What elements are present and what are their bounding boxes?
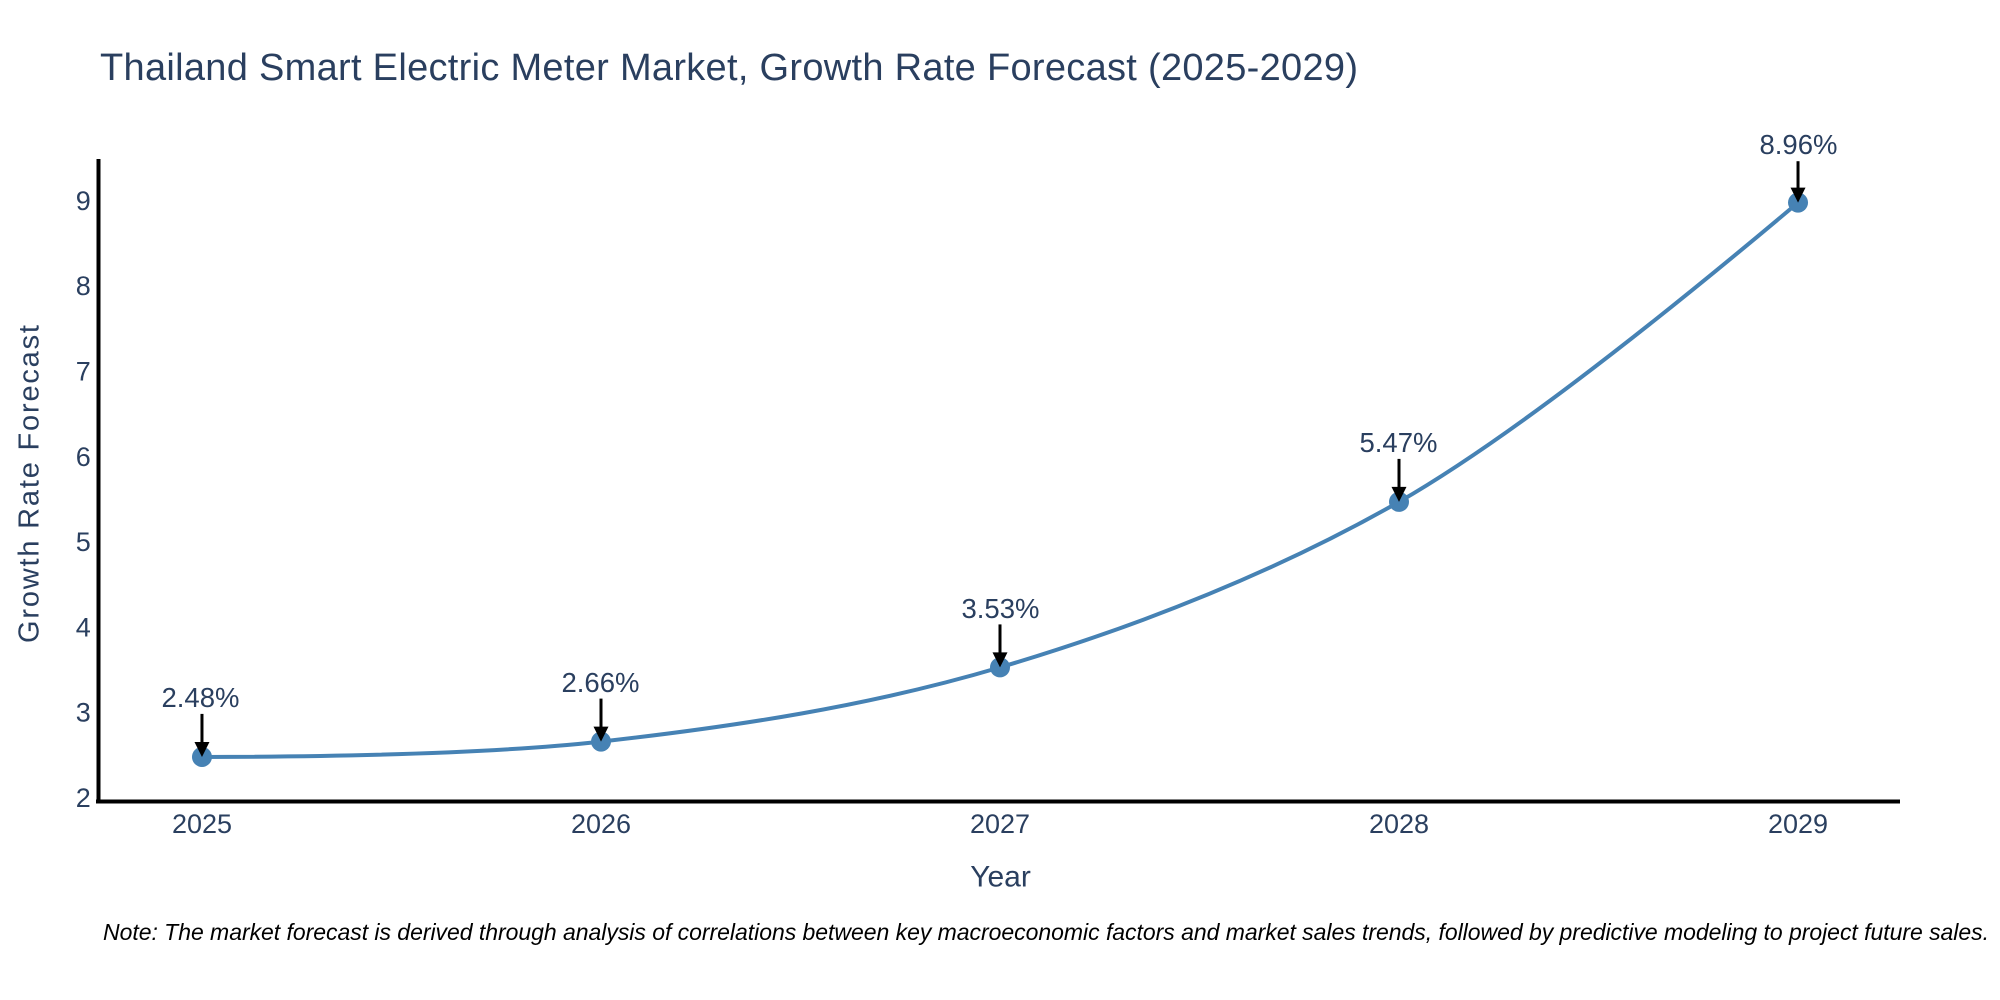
- svg-text:8.96%: 8.96%: [1760, 129, 1838, 160]
- svg-text:2: 2: [76, 783, 91, 813]
- svg-text:9: 9: [76, 186, 91, 216]
- svg-text:2027: 2027: [970, 809, 1030, 839]
- svg-text:2029: 2029: [1768, 809, 1828, 839]
- svg-text:2025: 2025: [172, 809, 232, 839]
- svg-text:2.66%: 2.66%: [562, 667, 640, 698]
- svg-text:Thailand Smart Electric Meter: Thailand Smart Electric Meter Market, Gr…: [100, 47, 1358, 89]
- svg-text:2028: 2028: [1369, 809, 1429, 839]
- svg-text:5: 5: [76, 527, 91, 557]
- svg-text:Growth Rate Forecast: Growth Rate Forecast: [14, 325, 46, 643]
- svg-text:Year: Year: [970, 861, 1031, 894]
- svg-text:4: 4: [76, 612, 91, 642]
- svg-text:2.48%: 2.48%: [162, 682, 240, 713]
- svg-text:2026: 2026: [571, 809, 631, 839]
- svg-text:Note: The market forecast is d: Note: The market forecast is derived thr…: [103, 919, 1989, 945]
- svg-text:5.47%: 5.47%: [1360, 427, 1438, 458]
- svg-text:3: 3: [76, 698, 91, 728]
- svg-text:8: 8: [76, 271, 91, 301]
- svg-text:3.53%: 3.53%: [962, 593, 1040, 624]
- svg-text:6: 6: [76, 442, 91, 472]
- svg-text:7: 7: [76, 357, 91, 387]
